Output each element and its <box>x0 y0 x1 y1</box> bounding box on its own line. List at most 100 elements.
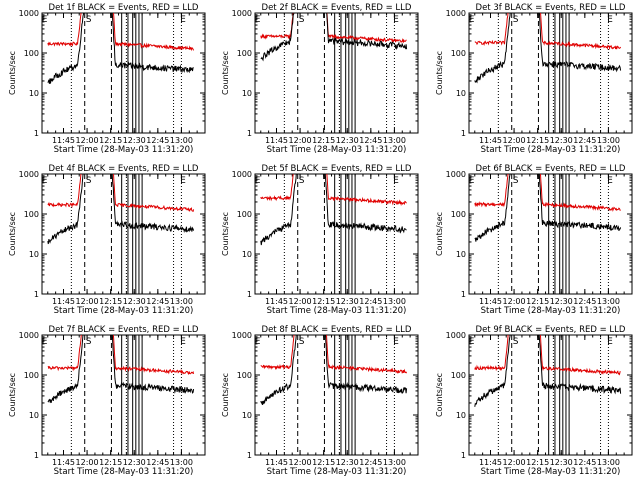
y-tick-label: 100 <box>237 371 252 380</box>
panel-det-3: Det 3f BLACK = Events, RED = LLD 1 10 100 10… <box>435 3 633 155</box>
x-tick-label: 11:45 <box>52 458 75 467</box>
x-tick-label: 12:30 <box>123 136 146 145</box>
marker-e-label: E <box>180 337 186 347</box>
y-tick-label: 10 <box>29 411 39 420</box>
y-tick-label: 100 <box>237 210 252 219</box>
x-tick-label: 12:45 <box>146 458 169 467</box>
x-tick-label: 12:45 <box>573 458 596 467</box>
marker-s-label: S <box>299 337 305 347</box>
x-tick-label: 12:45 <box>359 297 382 306</box>
marker-e-label: E <box>255 337 261 347</box>
plot-area <box>260 13 408 133</box>
y-tick-label: 1000 <box>19 170 39 179</box>
events-series-line <box>47 174 195 245</box>
marker-e-label: E <box>180 176 186 186</box>
y-axis-label: Counts/sec <box>221 373 230 417</box>
y-axis-label: Counts/sec <box>435 212 444 256</box>
marker-s-label: S <box>513 337 519 347</box>
events-series-line <box>47 13 194 84</box>
x-tick-label: 12:30 <box>336 136 359 145</box>
plot-frame <box>254 12 419 134</box>
x-tick-label: 12:30 <box>123 458 146 467</box>
y-tick-label: 10 <box>456 89 466 98</box>
y-tick-label: 10 <box>29 250 39 259</box>
x-tick-label: 12:00 <box>76 458 99 467</box>
x-tick-label: 12:00 <box>289 458 312 467</box>
x-tick-label: 12:00 <box>289 297 312 306</box>
panel-title: Det 2f BLACK = Events, RED = LLD <box>262 3 412 13</box>
y-tick-label: 1 <box>247 129 252 138</box>
y-axis-label: Counts/sec <box>8 212 17 256</box>
x-tick-label: 12:15 <box>312 458 335 467</box>
y-tick-label: 1 <box>34 451 39 460</box>
plot-frame <box>41 173 206 295</box>
x-axis-label: Start Time (28-May-03 11:31:20) <box>481 306 621 316</box>
marker-e-label: E <box>469 15 475 25</box>
y-tick-label: 1000 <box>446 170 466 179</box>
y-tick-label: 1000 <box>446 331 466 340</box>
y-tick-label: 1 <box>461 451 466 460</box>
marker-s-label: S <box>513 176 519 186</box>
y-tick-label: 1000 <box>446 9 466 18</box>
plot-area <box>47 13 195 133</box>
plot-area <box>474 174 622 294</box>
lld-series-line <box>47 335 195 375</box>
x-tick-label: 12:15 <box>99 297 122 306</box>
x-tick-label: 12:30 <box>550 458 573 467</box>
x-axis-label: Start Time (28-May-03 11:31:20) <box>267 306 407 316</box>
y-tick-label: 100 <box>237 49 252 58</box>
marker-s-label: S <box>86 337 92 347</box>
x-axis-label: Start Time (28-May-03 11:31:20) <box>54 306 194 316</box>
x-tick-label: 12:00 <box>289 136 312 145</box>
y-tick-label: 10 <box>29 89 39 98</box>
panel-det-7: Det 7f BLACK = Events, RED = LLD 1 10 100 10… <box>8 325 206 477</box>
plot-frame <box>468 173 633 295</box>
marker-s-label: S <box>299 176 305 186</box>
x-tick-label: 11:45 <box>479 136 502 145</box>
panel-det-9: Det 9f BLACK = Events, RED = LLD 1 10 100 10… <box>435 325 633 477</box>
x-tick-label: 12:15 <box>526 297 549 306</box>
panel-title: Det 5f BLACK = Events, RED = LLD <box>262 164 412 174</box>
y-tick-label: 100 <box>24 371 39 380</box>
x-tick-label: 12:00 <box>503 458 526 467</box>
y-axis-label: Counts/sec <box>221 51 230 95</box>
x-tick-label: 11:45 <box>265 458 288 467</box>
events-series-line <box>260 174 407 246</box>
plot-area <box>260 335 408 455</box>
y-axis-label: Counts/sec <box>435 51 444 95</box>
lld-series-line <box>474 174 621 212</box>
lld-series-line <box>260 335 408 375</box>
marker-e-label: E <box>469 176 475 186</box>
y-tick-label: 100 <box>24 49 39 58</box>
panel-det-6: Det 6f BLACK = Events, RED = LLD 1 10 100 10… <box>435 164 633 316</box>
x-tick-label: 12:15 <box>99 136 122 145</box>
x-axis-label: Start Time (28-May-03 11:31:20) <box>54 145 194 155</box>
events-series-line <box>474 174 622 242</box>
marker-e-label: E <box>42 337 48 347</box>
panel-title: Det 8f BLACK = Events, RED = LLD <box>262 325 412 335</box>
x-tick-label: 13:00 <box>597 458 620 467</box>
x-axis-label: Start Time (28-May-03 11:31:20) <box>54 467 194 477</box>
x-axis-label: Start Time (28-May-03 11:31:20) <box>267 145 407 155</box>
y-tick-label: 10 <box>456 250 466 259</box>
x-tick-label: 12:30 <box>336 297 359 306</box>
y-tick-label: 1 <box>247 451 252 460</box>
x-tick-label: 13:00 <box>383 297 406 306</box>
x-tick-label: 13:00 <box>597 297 620 306</box>
y-tick-label: 1 <box>34 290 39 299</box>
y-tick-label: 1000 <box>232 170 252 179</box>
marker-e-label: E <box>42 176 48 186</box>
lld-series-line <box>47 174 195 213</box>
plot-frame <box>41 334 206 456</box>
x-tick-label: 13:00 <box>170 136 193 145</box>
lld-series-line <box>474 13 622 51</box>
x-tick-label: 12:30 <box>550 297 573 306</box>
x-tick-label: 12:00 <box>76 136 99 145</box>
marker-e-label: E <box>607 176 613 186</box>
panel-det-4: Det 4f BLACK = Events, RED = LLD 1 10 100 10… <box>8 164 206 316</box>
x-tick-label: 12:00 <box>76 297 99 306</box>
x-tick-label: 11:45 <box>479 458 502 467</box>
marker-e-label: E <box>255 15 261 25</box>
panel-title: Det 4f BLACK = Events, RED = LLD <box>49 164 199 174</box>
x-tick-label: 12:15 <box>526 458 549 467</box>
